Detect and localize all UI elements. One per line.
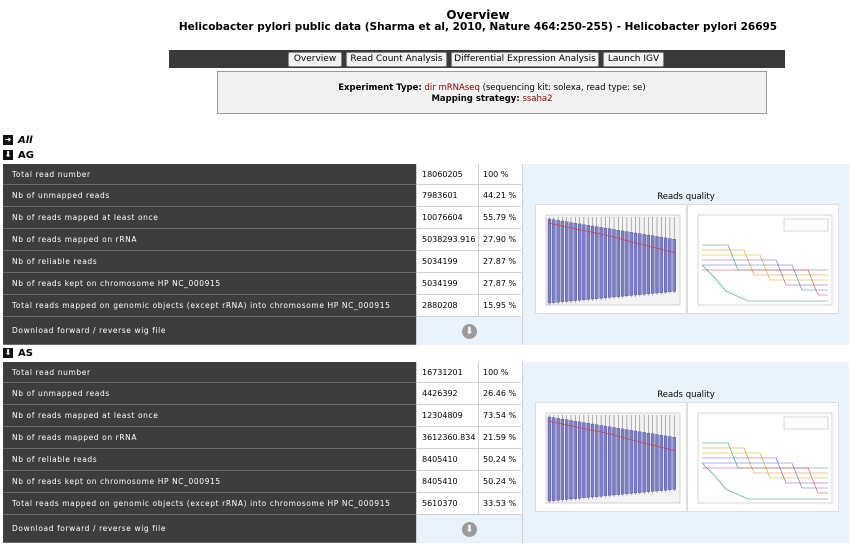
stat-value: 7983601 — [416, 185, 478, 207]
section-name: AG — [18, 149, 34, 161]
stat-label: Nb of reliable reads — [3, 449, 416, 471]
tab-differential-expression-analysis[interactable]: Differential Expression Analysis — [451, 52, 599, 67]
download-cell: ⬇ — [416, 515, 522, 543]
section-ag: Total read number 18060205 100 % Nb of unma… — [3, 164, 849, 345]
experiment-type-value: dir mRNAseq — [424, 83, 480, 93]
stat-percent: 100 % — [478, 164, 521, 185]
stat-percent: 73.54 % — [478, 405, 521, 427]
stat-label: Nb of reads mapped on rRNA — [3, 427, 416, 449]
stat-value: 4426392 — [416, 383, 478, 405]
stat-percent: 27.87 % — [478, 273, 521, 295]
nav-bar: Overview Read Count Analysis Differentia… — [169, 50, 785, 68]
tab-overview[interactable]: Overview — [288, 52, 342, 67]
stat-percent: 50.24 % — [478, 449, 521, 471]
mapping-strategy-value: ssaha2 — [522, 94, 553, 104]
arrow-down-icon: ⬇ — [3, 150, 13, 160]
stat-value: 5034199 — [416, 273, 478, 295]
download-wig-label: Download forward / reverse wig file — [3, 317, 416, 345]
arrow-right-icon: ➜ — [3, 135, 13, 145]
stat-value: 5038293.916 — [416, 229, 478, 251]
section-toggle-ag[interactable]: ⬇ AG — [3, 149, 34, 161]
quality-boxplot-thumbnail[interactable] — [535, 402, 687, 512]
stat-percent: 27.90 % — [478, 229, 521, 251]
stat-label: Nb of unmapped reads — [3, 383, 416, 405]
stat-percent: 15.95 % — [478, 295, 521, 317]
reads-quality-panel: Reads quality — [522, 362, 849, 543]
stat-value: 5034199 — [416, 251, 478, 273]
section-as: Total read number 16731201 100 % Nb of unma… — [3, 362, 849, 543]
stat-value: 5610370 — [416, 493, 478, 515]
stat-value: 16731201 — [416, 362, 478, 383]
stat-label: Total reads mapped on genomic objects (e… — [3, 493, 416, 515]
stat-value: 18060205 — [416, 164, 478, 185]
download-cell: ⬇ — [416, 317, 522, 345]
experiment-info-box: Experiment Type: dir mRNAseq (sequencing… — [217, 71, 767, 114]
stat-value: 10076604 — [416, 207, 478, 229]
stat-label: Total reads mapped on genomic objects (e… — [3, 295, 416, 317]
stat-percent: 100 % — [478, 362, 521, 383]
section-name: AS — [18, 347, 33, 359]
stat-label: Total read number — [3, 164, 416, 185]
stat-label: Nb of reads mapped at least once — [3, 207, 416, 229]
all-label: All — [18, 134, 33, 146]
stat-value: 8405410 — [416, 449, 478, 471]
stat-percent: 26.46 % — [478, 383, 521, 405]
stat-value: 12304809 — [416, 405, 478, 427]
tab-launch-igv[interactable]: Launch IGV — [603, 52, 664, 67]
stat-label: Nb of reliable reads — [3, 251, 416, 273]
stat-percent: 27.87 % — [478, 251, 521, 273]
stat-label: Nb of reads mapped at least once — [3, 405, 416, 427]
page-title: Overview — [446, 8, 510, 22]
quality-distribution-thumbnail[interactable] — [687, 402, 839, 512]
download-icon[interactable]: ⬇ — [462, 323, 477, 339]
quality-boxplot-thumbnail[interactable] — [535, 204, 687, 314]
all-toggle[interactable]: ➜ All — [3, 134, 33, 146]
stat-percent: 50.24 % — [478, 471, 521, 493]
mapping-strategy-line: Mapping strategy: ssaha2 — [218, 94, 766, 104]
stat-label: Nb of reads mapped on rRNA — [3, 229, 416, 251]
stat-value: 3612360.834 — [416, 427, 478, 449]
stat-percent: 44.21 % — [478, 185, 521, 207]
stat-value: 2880208 — [416, 295, 478, 317]
reads-quality-panel: Reads quality — [522, 164, 849, 345]
download-icon[interactable]: ⬇ — [462, 521, 477, 537]
download-wig-label: Download forward / reverse wig file — [3, 515, 416, 543]
stat-label: Nb of unmapped reads — [3, 185, 416, 207]
stat-label: Nb of reads kept on chromosome HP NC_000… — [3, 273, 416, 295]
stat-label: Nb of reads kept on chromosome HP NC_000… — [3, 471, 416, 493]
arrow-down-icon: ⬇ — [3, 348, 13, 358]
stat-percent: 55.79 % — [478, 207, 521, 229]
section-toggle-as[interactable]: ⬇ AS — [3, 347, 33, 359]
tab-read-count-analysis[interactable]: Read Count Analysis — [346, 52, 447, 67]
experiment-type-line: Experiment Type: dir mRNAseq (sequencing… — [218, 83, 766, 93]
experiment-type-detail: (sequencing kit: solexa, read type: se) — [482, 83, 646, 93]
stat-value: 8405410 — [416, 471, 478, 493]
stat-percent: 33.53 % — [478, 493, 521, 515]
stat-label: Total read number — [3, 362, 416, 383]
mapping-strategy-label: Mapping strategy: — [431, 94, 520, 104]
reads-quality-title: Reads quality — [657, 390, 715, 400]
reads-quality-title: Reads quality — [657, 192, 715, 202]
experiment-type-label: Experiment Type: — [338, 83, 422, 93]
quality-distribution-thumbnail[interactable] — [687, 204, 839, 314]
page-subtitle: Helicobacter pylori public data (Sharma … — [178, 21, 778, 33]
stat-percent: 21.59 % — [478, 427, 521, 449]
